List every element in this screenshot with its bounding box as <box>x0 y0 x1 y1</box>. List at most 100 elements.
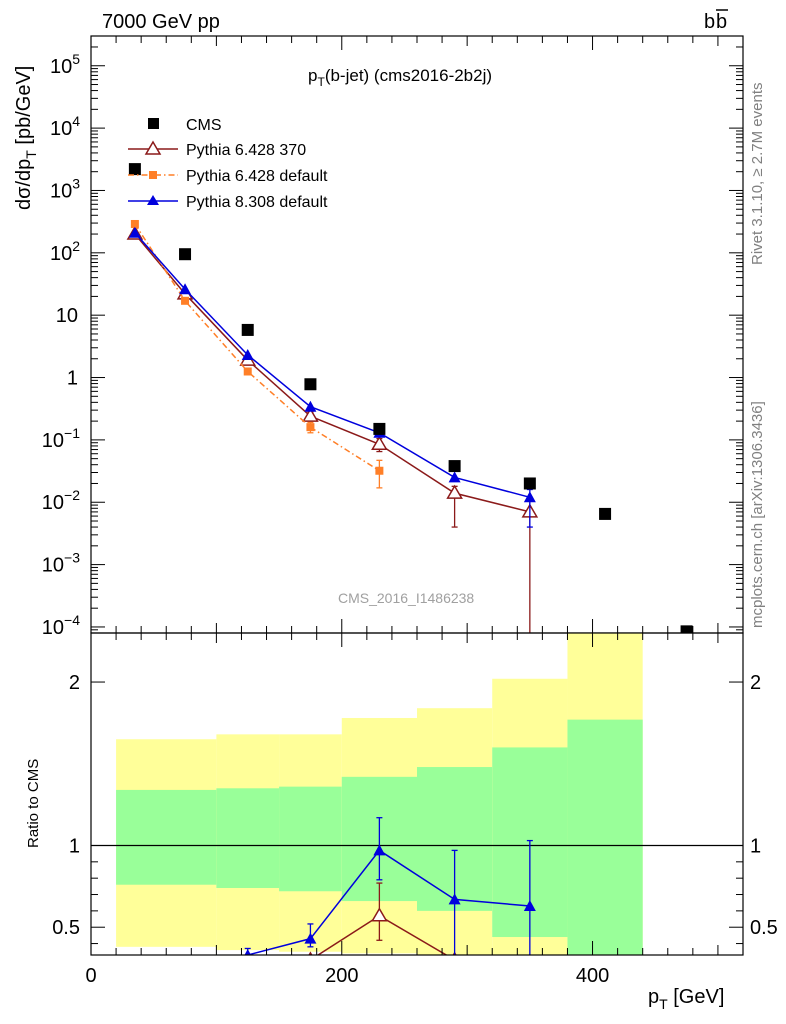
ratio-plot-panel: 0.5 0.5 1 1 2 2 0 200 400 Ratio to CMS pT [GeV] <box>25 632 778 1012</box>
y-tick-label: 103 <box>50 175 80 202</box>
series-0 <box>128 163 693 633</box>
title-rest: (b-jet) (cms2016-2b2j) <box>325 66 492 85</box>
uncertainty-band-inner <box>567 719 643 955</box>
ratio-y-tick-label-right: 0.5 <box>750 917 778 939</box>
data-point <box>241 348 254 360</box>
ratio-y-axis-label: Ratio to CMS <box>25 759 42 848</box>
data-point <box>304 400 317 412</box>
rivet-label: Rivet 3.1.10, ≥ 2.7M events <box>749 83 766 266</box>
data-point <box>680 625 693 633</box>
data-point <box>304 378 317 391</box>
legend-label-pythia8-default: Pythia 8.308 default <box>186 194 328 211</box>
y-tick-label: 105 <box>50 51 80 78</box>
ratio-plot-x-ticks: 0 200 400 <box>85 633 744 987</box>
legend-item-pythia6-370: Pythia 6.428 370 <box>128 140 306 159</box>
legend-item-cms: CMS <box>148 117 222 134</box>
data-point <box>448 460 461 473</box>
legend: CMS Pythia 6.428 370 Pythia 6.428 defaul… <box>128 117 328 211</box>
x-axis-label: pT [GeV] <box>648 986 724 1012</box>
title-sub: T <box>317 75 325 89</box>
legend-marker-pythia6-370 <box>144 140 162 155</box>
data-point <box>448 893 461 905</box>
svg-text:dσ/dpT [pb/GeV]: dσ/dpT [pb/GeV] <box>13 66 39 210</box>
x-tick-label: 400 <box>576 965 609 987</box>
legend-label-cms: CMS <box>186 117 222 134</box>
data-point <box>371 907 388 922</box>
x-tick-label: 0 <box>85 965 96 987</box>
legend-item-pythia6-default: Pythia 6.428 default <box>128 168 328 185</box>
data-point <box>375 466 384 475</box>
x-tick-label: 200 <box>325 965 358 987</box>
series-line <box>134 223 380 472</box>
xlabel-rest: [GeV] <box>668 986 725 1008</box>
legend-marker-cms <box>148 118 159 129</box>
ylabel-sub: T <box>23 150 39 159</box>
data-point <box>128 226 141 238</box>
ylabel-main: dσ/dp <box>13 159 35 210</box>
header-right-b: b <box>704 11 715 33</box>
data-point <box>179 248 192 261</box>
xlabel-main: p <box>648 986 659 1008</box>
plot-title: pT(b-jet) (cms2016-2b2j) <box>308 66 492 89</box>
series-ratio-0 <box>308 882 457 955</box>
uncertainty-band-inner <box>216 788 280 888</box>
ylabel-rest: [pb/GeV] <box>13 66 35 151</box>
header-right: b b <box>704 9 728 33</box>
y-tick-label: 10−2 <box>42 487 80 514</box>
data-point <box>446 484 463 499</box>
data-point <box>243 367 252 376</box>
data-point <box>179 283 192 295</box>
data-point <box>181 296 190 305</box>
analysis-watermark: CMS_2016_I1486238 <box>338 590 474 606</box>
data-point <box>371 435 388 451</box>
y-tick-label: 10 <box>56 305 78 327</box>
ratio-y-tick-label-right: 1 <box>750 835 761 857</box>
legend-marker-pythia6-default <box>149 171 157 179</box>
data-point <box>306 423 315 432</box>
legend-label-pythia6-default: Pythia 6.428 default <box>186 168 328 185</box>
y-tick-label: 10−4 <box>42 612 80 639</box>
ratio-y-tick-label: 1 <box>69 835 80 857</box>
ratio-y-tick-label-right: 2 <box>750 672 761 694</box>
legend-marker-pythia8-default <box>147 195 159 205</box>
uncertainty-band-inner <box>116 789 217 885</box>
data-point <box>244 949 252 955</box>
legend-item-pythia8-default: Pythia 8.308 default <box>128 194 328 211</box>
data-point <box>523 899 536 911</box>
data-point <box>130 219 139 228</box>
header-right-bbar: b <box>716 11 727 33</box>
y-tick-label: 104 <box>50 113 80 140</box>
data-point <box>523 477 536 490</box>
y-tick-label: 10−1 <box>42 425 80 452</box>
header-left: 7000 GeV pp <box>102 11 220 33</box>
data-point <box>599 507 612 520</box>
data-point <box>128 163 141 176</box>
main-plot-x-ticks <box>90 36 744 633</box>
series-line <box>134 232 531 499</box>
legend-label-pythia6-370: Pythia 6.428 370 <box>186 142 306 159</box>
data-point <box>448 471 461 483</box>
ratio-y-tick-label: 0.5 <box>52 917 80 939</box>
svg-text:pT(b-jet) (cms2016-2b2j): pT(b-jet) (cms2016-2b2j) <box>308 66 492 89</box>
uncertainty-band-inner <box>279 786 342 892</box>
title-main: p <box>308 66 317 85</box>
series-3 <box>128 226 536 528</box>
ratio-y-tick-label: 2 <box>69 672 80 694</box>
data-point <box>241 323 254 336</box>
y-tick-label: 10−3 <box>42 550 80 577</box>
series-2 <box>130 219 384 489</box>
data-point <box>523 491 536 503</box>
data-point <box>302 407 319 422</box>
series-ratio-1 <box>244 817 536 955</box>
data-point <box>373 422 386 435</box>
y-tick-label: 1 <box>67 368 78 390</box>
xlabel-sub: T <box>659 996 668 1012</box>
mcplots-label: mcplots.cern.ch [arXiv:1306.3436] <box>749 401 766 628</box>
y-tick-label: 102 <box>50 238 80 265</box>
data-point <box>304 932 317 944</box>
ratio-plot-y-ticks: 0.5 0.5 1 1 2 2 <box>52 672 778 945</box>
series-line <box>134 233 531 513</box>
